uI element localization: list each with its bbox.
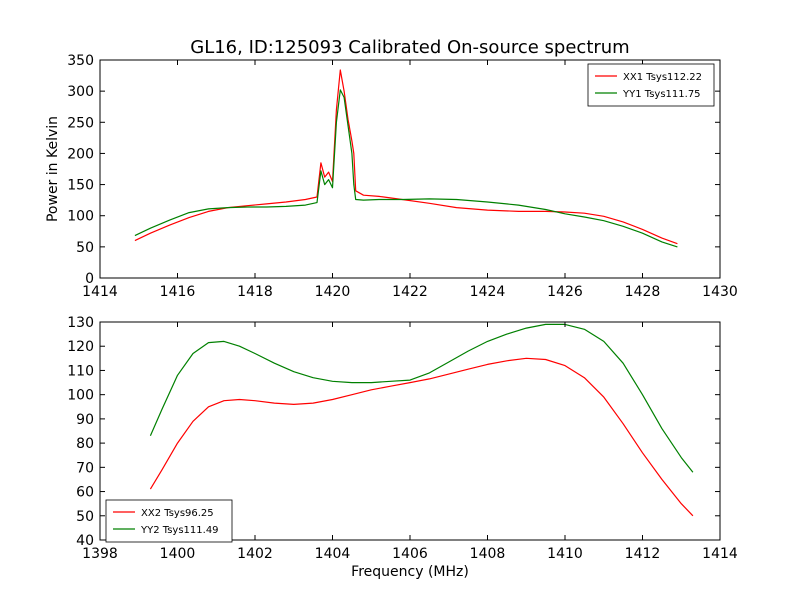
y-tick-label: 350 xyxy=(67,53,94,69)
y-tick-label: 40 xyxy=(76,533,94,549)
legend-label-1: XX2 Tsys96.25 xyxy=(141,508,214,519)
x-tick-label: 1406 xyxy=(392,546,428,562)
x-tick-label: 1430 xyxy=(702,284,738,300)
top-panel: 1414 1416 1418 1420 1422 1424 1426 1428 1430 0 50 1… xyxy=(45,53,738,300)
legend: XX1 Tsys112.22 YY1 Tsys111.75 xyxy=(587,63,715,107)
x-tick-label: 1412 xyxy=(625,546,661,562)
legend-label-1: XX1 Tsys112.22 xyxy=(623,72,702,83)
y-tick-label: 60 xyxy=(76,485,94,501)
legend-box xyxy=(587,63,715,107)
series-line-1 xyxy=(149,357,694,517)
legend-label-2: YY1 Tsys111.75 xyxy=(622,89,701,100)
y-tick-label: 100 xyxy=(67,209,94,225)
x-tick-label: 1418 xyxy=(237,284,273,300)
x-tick-label: 1408 xyxy=(470,546,506,562)
x-tick-label: 1410 xyxy=(547,546,583,562)
x-tick-label: 1402 xyxy=(237,546,273,562)
series-line-1 xyxy=(134,69,678,245)
y-tick-label: 300 xyxy=(67,84,94,100)
x-tick-label: 1428 xyxy=(625,284,661,300)
x-tick-label: 1414 xyxy=(82,284,118,300)
x-tick-label: 1404 xyxy=(315,546,351,562)
chart-title: GL16, ID:125093 Calibrated On-source spe… xyxy=(190,37,629,58)
legend-label-2: YY2 Tsys111.49 xyxy=(140,525,219,536)
x-axis-label: Frequency (MHz) xyxy=(351,564,469,580)
series-line-2 xyxy=(149,323,694,473)
y-tick-label: 150 xyxy=(67,178,94,194)
x-tick-label: 1426 xyxy=(547,284,583,300)
series-line-2 xyxy=(134,89,678,248)
y-tick-label: 70 xyxy=(76,460,94,476)
x-tick-label: 1420 xyxy=(315,284,351,300)
y-tick-label: 80 xyxy=(76,436,94,452)
x-tick-label: 1398 xyxy=(82,546,118,562)
y-axis-label: Power in Kelvin xyxy=(45,116,61,222)
y-tick-label: 120 xyxy=(67,339,94,355)
y-tick-label: 130 xyxy=(67,315,94,331)
y-tick-label: 200 xyxy=(67,146,94,162)
y-tick-label: 90 xyxy=(76,412,94,428)
y-tick-label: 100 xyxy=(67,388,94,404)
x-tick-label: 1400 xyxy=(160,546,196,562)
y-tick-label: 50 xyxy=(76,240,94,256)
legend-box xyxy=(105,499,233,543)
y-tick-label: 50 xyxy=(76,509,94,525)
x-tick-label: 1416 xyxy=(160,284,196,300)
x-tick-label: 1422 xyxy=(392,284,428,300)
legend: XX2 Tsys96.25 YY2 Tsys111.49 xyxy=(105,499,233,543)
y-tick-label: 250 xyxy=(67,115,94,131)
x-tick-label: 1414 xyxy=(702,546,738,562)
x-tick-label: 1424 xyxy=(470,284,506,300)
y-tick-label: 0 xyxy=(85,271,94,287)
y-tick-label: 110 xyxy=(67,363,94,379)
bottom-panel: 1398 1400 1402 1404 1406 1408 1410 1412 1414 40 50… xyxy=(67,315,738,580)
